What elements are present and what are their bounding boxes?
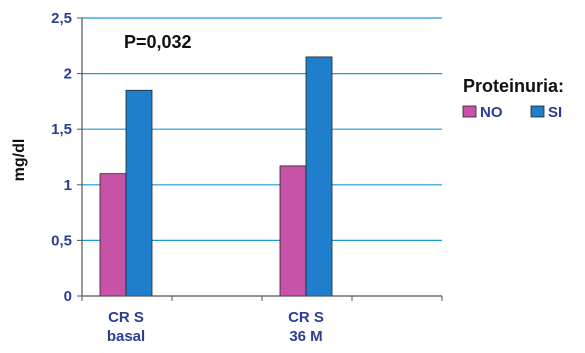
y-tick-label: 1,5 <box>51 121 72 138</box>
y-tick-label: 0,5 <box>51 232 72 249</box>
bar-no-2 <box>279 165 307 297</box>
bar-no-1 <box>99 173 127 297</box>
x-tick-labels: CR S basal CR S 36 M <box>107 309 324 345</box>
bars <box>99 56 333 297</box>
legend-swatch-si <box>530 105 545 118</box>
axes <box>77 17 443 301</box>
y-tick-label: 2,5 <box>51 10 72 27</box>
bar-si-1 <box>125 89 153 297</box>
legend-title: Proteinuria: <box>463 76 564 96</box>
y-tick-labels: 0 0,5 1 1,5 2 2,5 <box>51 10 72 305</box>
bar-si-2 <box>305 56 333 297</box>
y-tick-label: 2 <box>64 66 72 83</box>
x-tick-label: CR S <box>108 309 144 326</box>
legend-swatch-no <box>462 105 477 118</box>
legend-label-si: SI <box>548 104 562 121</box>
x-tick-label: basal <box>107 328 145 345</box>
x-tick-label: CR S <box>288 309 324 326</box>
legend-items: NO SI <box>462 104 562 121</box>
y-tick-label: 1 <box>64 177 72 194</box>
p-value-annotation: P=0,032 <box>124 32 192 52</box>
legend: Proteinuria: NO SI <box>462 76 564 121</box>
y-tick-label: 0 <box>64 288 72 305</box>
legend-label-no: NO <box>480 104 503 121</box>
y-axis-label: mg/dl <box>11 139 28 182</box>
x-tick-label: 36 M <box>289 328 322 345</box>
